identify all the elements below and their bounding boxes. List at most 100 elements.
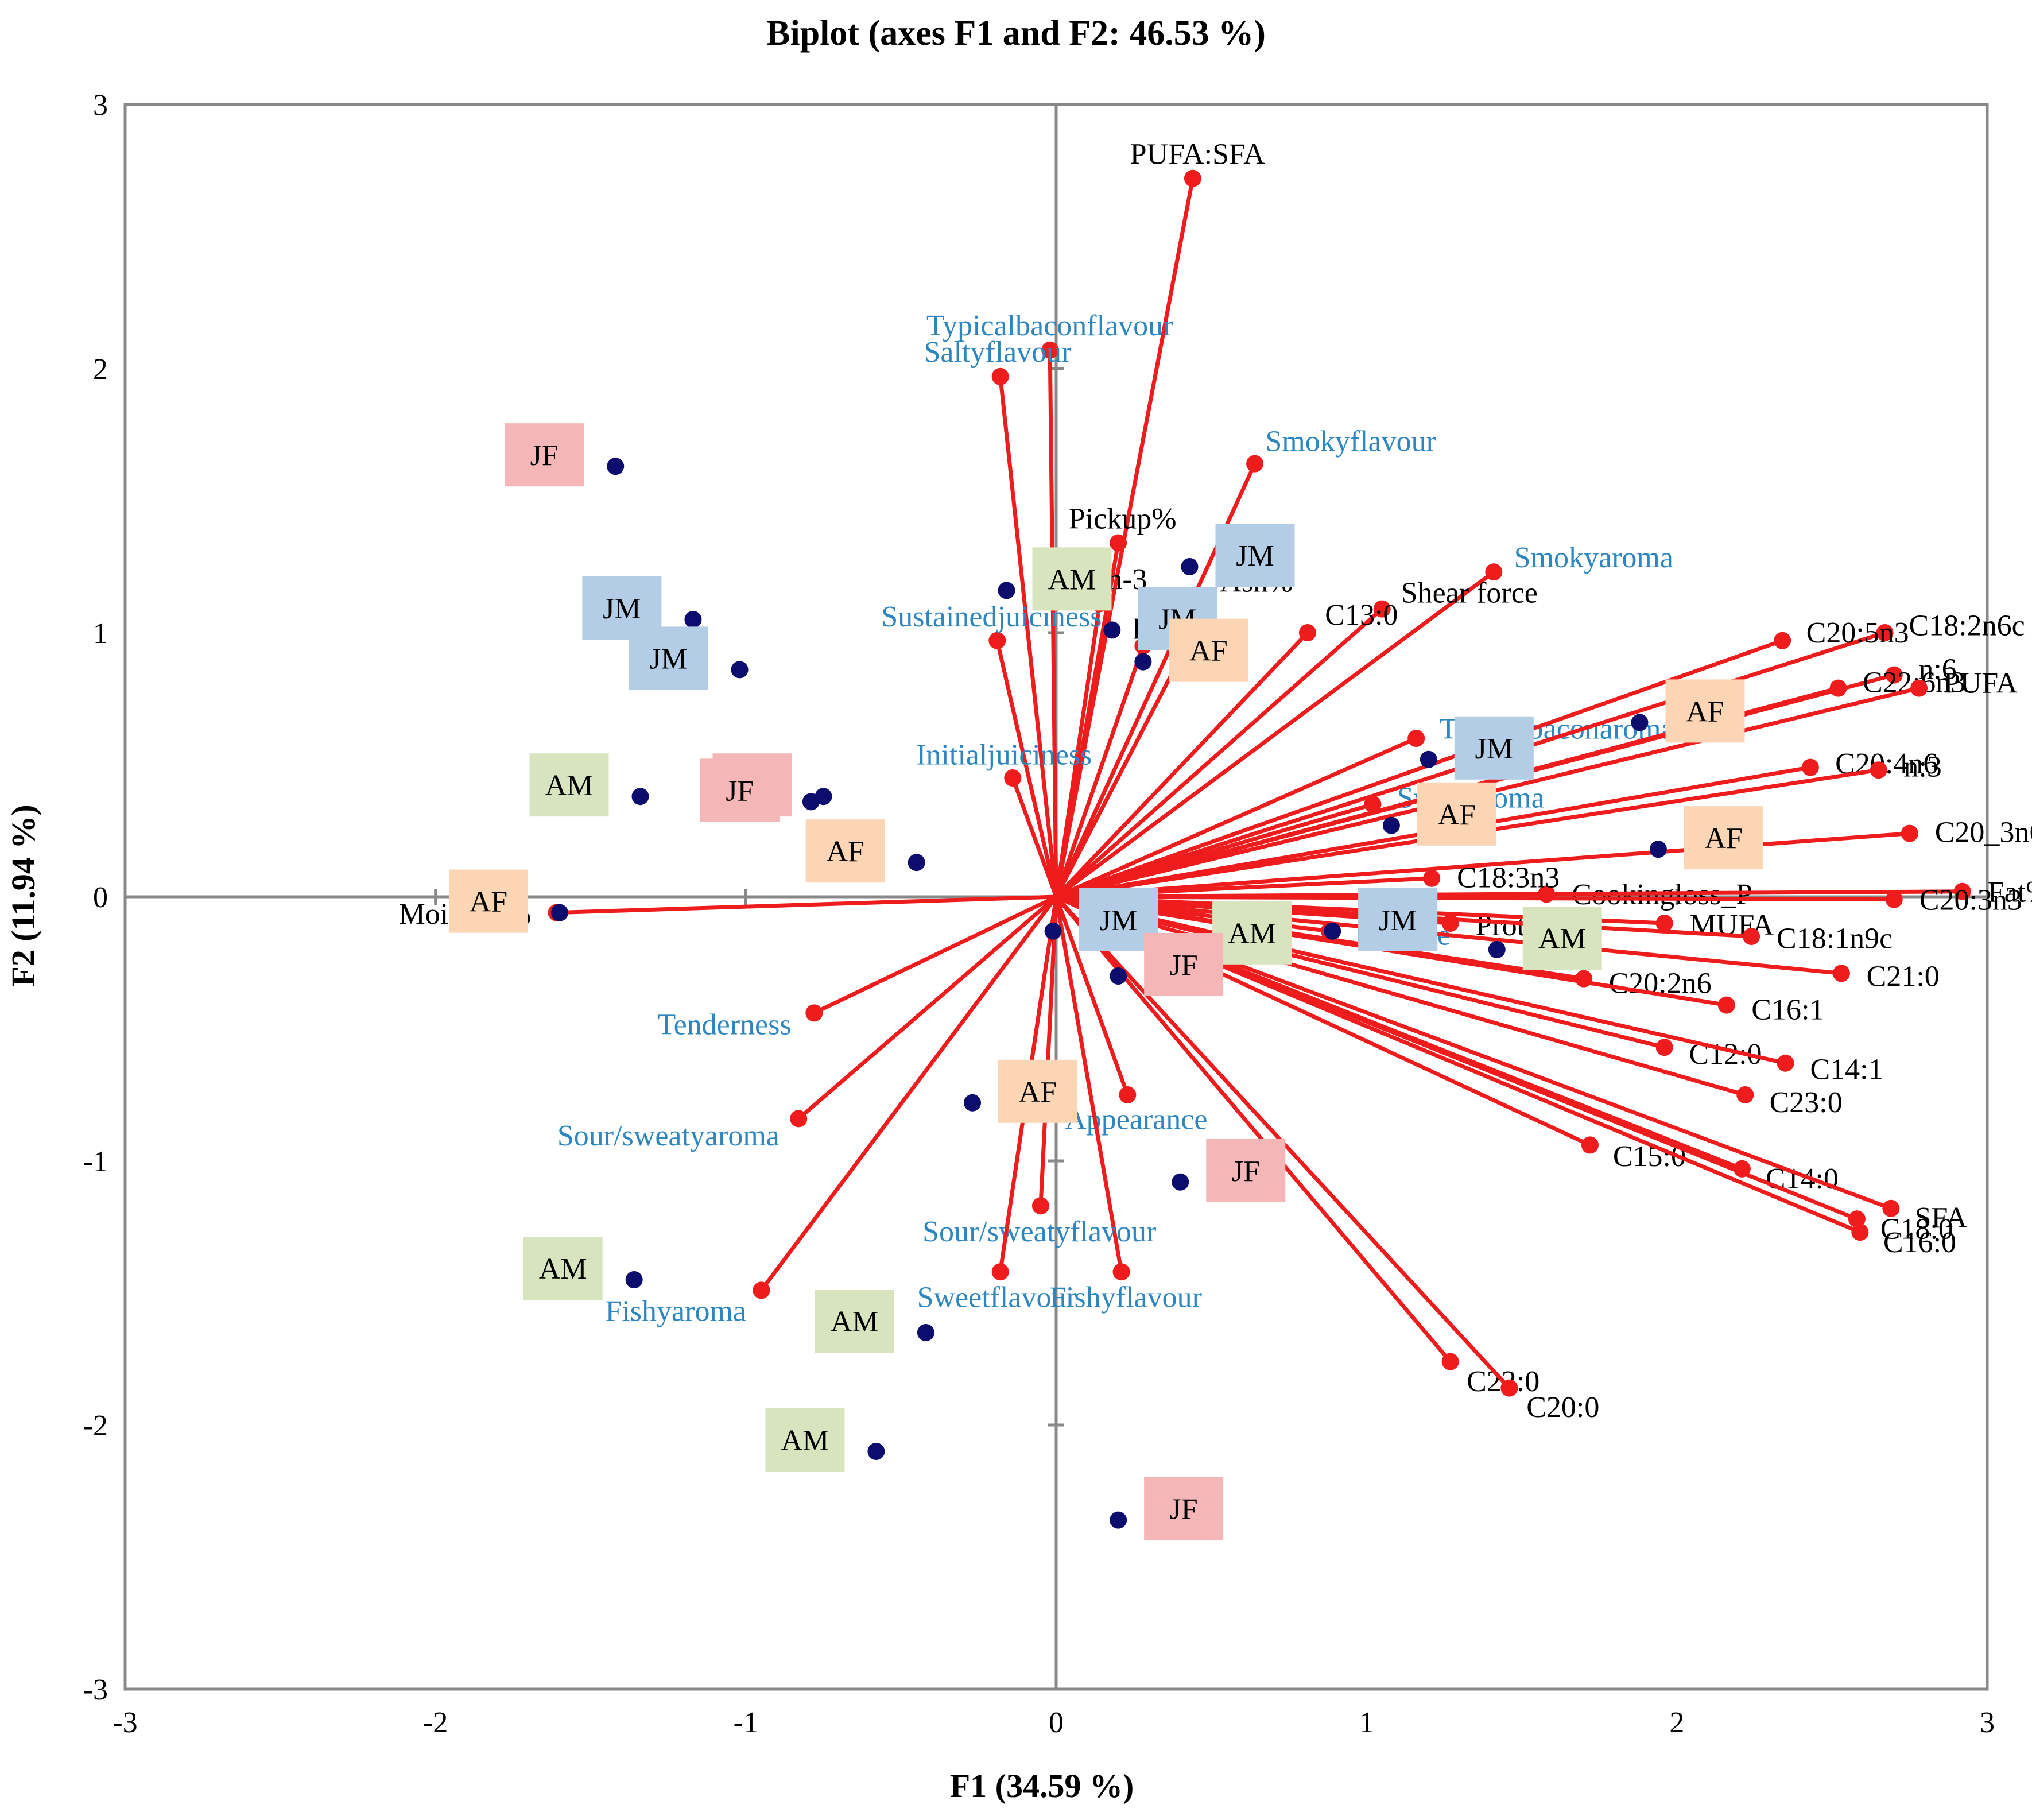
observation-point (998, 582, 1015, 599)
vector-point (1901, 824, 1918, 842)
observation-label-box (1032, 547, 1112, 611)
vector-point (1298, 624, 1316, 641)
observation-point (550, 904, 568, 921)
vector-point (1743, 928, 1760, 945)
observation-label-box (1212, 901, 1292, 965)
observation-label: JM (1475, 733, 1513, 765)
vector-point (1801, 758, 1819, 776)
observation-label: JF (1232, 1155, 1260, 1188)
y-axis-title: F2 (11.94 %) (5, 804, 42, 986)
x-tick-label: 1 (1359, 1706, 1374, 1739)
vector-point (1870, 761, 1887, 779)
variable-label: C21:0 (1867, 961, 1940, 993)
observation-point (607, 458, 625, 475)
observation-label-box (998, 1059, 1078, 1123)
observation-label-box (629, 626, 708, 690)
vector-point (1373, 600, 1391, 618)
vector-line (554, 894, 1058, 915)
observation-label: JM (1099, 904, 1137, 937)
vector-point (1364, 796, 1382, 813)
variable-label: C16:1 (1751, 994, 1824, 1027)
variable-label: Sour/sweatyaroma (557, 1120, 780, 1152)
observation-point (1172, 1173, 1189, 1191)
variable-label: C16:0 (1883, 1226, 1956, 1259)
variable-label: Typicalbaconflavour (926, 309, 1173, 342)
observation-point (1103, 621, 1121, 639)
observation-point (964, 1094, 982, 1112)
vector-point (1119, 1086, 1137, 1103)
vector-point (1246, 455, 1264, 473)
vector-point (1423, 869, 1441, 887)
variable-label: Saltyflavour (924, 336, 1071, 369)
x-tick-label: -2 (423, 1706, 448, 1739)
variable-label: Initialjuiciness (916, 739, 1092, 772)
observation-label-box (1454, 716, 1534, 780)
vector-point (1485, 563, 1503, 581)
variable-label: Sweetflavour (917, 1281, 1076, 1314)
x-axis-title: F1 (34.59 %) (950, 1767, 1134, 1804)
vector-point (1882, 1199, 1900, 1217)
vector-point (1910, 679, 1928, 697)
variable-label: Fishyflavour (1049, 1281, 1202, 1314)
observation-label: AF (826, 835, 864, 868)
vector-point (1953, 882, 1971, 900)
vector-point (988, 632, 1006, 649)
observation-label: AF (1189, 635, 1227, 668)
observation-point (625, 1271, 643, 1288)
vector-point (805, 1004, 823, 1022)
observation-label: JF (1170, 949, 1198, 982)
y-tick-label: 0 (93, 881, 108, 914)
variable-label: Sour/sweatyflavour (922, 1215, 1156, 1248)
x-axis-ticks: -3 -2 -1 0 1 2 3 (113, 889, 1995, 1739)
observation-label: AM (1048, 563, 1096, 596)
variable-label: Appearance (1065, 1103, 1207, 1136)
y-tick-label: 1 (93, 617, 108, 650)
vector-line (1054, 894, 1788, 1066)
vector-line (1038, 894, 1058, 1208)
vector-line (796, 894, 1058, 1121)
observation-points: JFJMJMAMJMJMAFAMJFJFAFAFJMAFAFAFJMAMJMJF… (448, 423, 1763, 1540)
observation-point (1181, 558, 1199, 575)
observation-point (1324, 922, 1341, 940)
observation-label-box (505, 423, 584, 487)
x-tick-label: -3 (113, 1706, 137, 1739)
variable-label: C18:1n9c (1777, 923, 1893, 955)
observation-point (684, 611, 702, 628)
x-tick-label: 2 (1669, 1706, 1684, 1739)
observation-label: JF (1170, 1493, 1198, 1526)
observation-label: AF (1019, 1076, 1057, 1109)
observation-label-box (1144, 933, 1224, 996)
variable-label: C18:3n3 (1457, 862, 1560, 894)
observation-point (1110, 967, 1127, 985)
y-axis-ticks: 3 2 1 0 -1 -2 -3 (83, 89, 1064, 1706)
vector-point (1876, 624, 1894, 641)
variable-label: Smokyflavour (1265, 425, 1436, 458)
variable-label: Pickup% (1069, 502, 1177, 535)
y-tick-label: -1 (83, 1145, 108, 1178)
vector-point (1581, 1136, 1599, 1154)
vector-point (1717, 996, 1735, 1014)
variable-label: C13:0 (1325, 599, 1398, 632)
observation-label: AF (1705, 822, 1743, 855)
observation-point (1631, 714, 1649, 731)
vector-line (759, 894, 1058, 1292)
observation-point (731, 661, 749, 679)
vector-line (1054, 894, 1844, 975)
variable-label: C20:5n3 (1806, 617, 1909, 649)
observation-label-box (1665, 679, 1745, 743)
observation-label: AF (470, 886, 507, 919)
vector-point (991, 1263, 1009, 1281)
observation-point (1420, 750, 1437, 768)
observation-label: JM (649, 642, 687, 675)
variable-label: C14:1 (1810, 1054, 1883, 1086)
vector-line (998, 374, 1058, 899)
vector-point (1655, 1039, 1673, 1056)
observation-label-box (815, 1290, 894, 1353)
vector-line (995, 638, 1058, 899)
vector-point (1832, 965, 1850, 982)
y-tick-label: -3 (83, 1674, 108, 1706)
observation-label-box (1684, 806, 1763, 870)
observation-point (1110, 1511, 1127, 1529)
observation-label: JM (1379, 904, 1417, 937)
